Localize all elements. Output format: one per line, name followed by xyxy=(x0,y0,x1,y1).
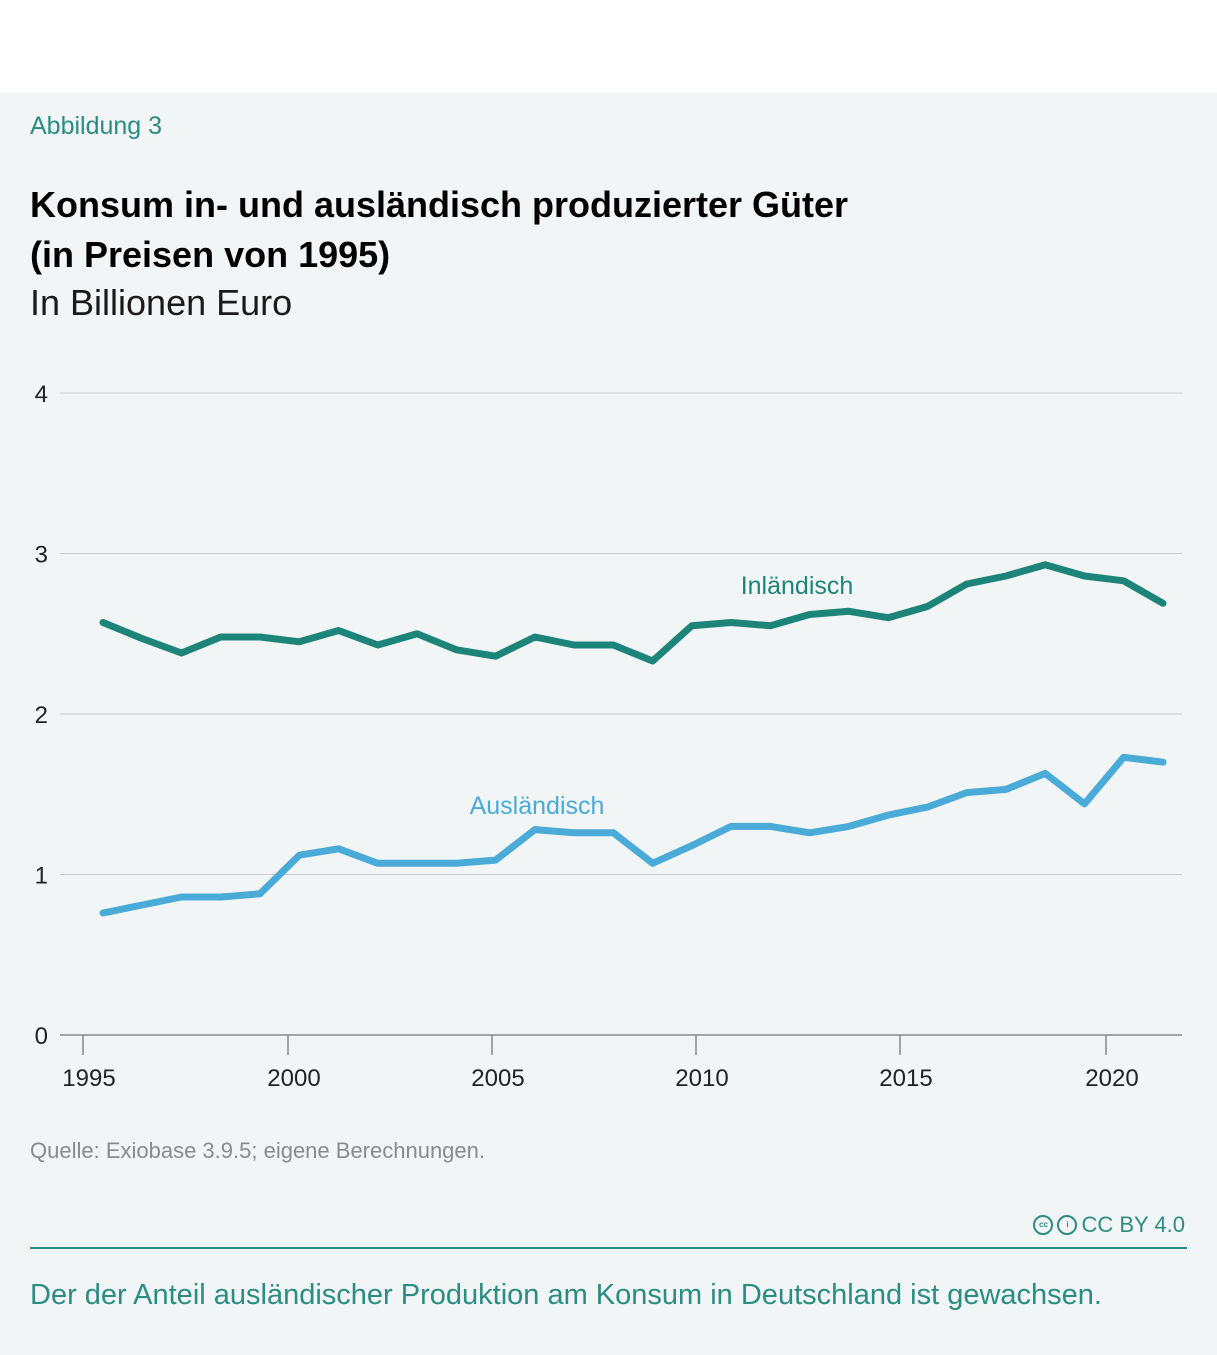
y-tick-label: 3 xyxy=(35,542,48,569)
x-tick-label: 2020 xyxy=(1085,1065,1138,1092)
license-badge[interactable]: cc i CC BY 4.0 xyxy=(1033,1212,1185,1238)
chart-title: Konsum in- und ausländisch produzierter … xyxy=(30,180,1130,280)
series-line-inlaendisch xyxy=(99,561,1167,665)
series-label: Ausländisch xyxy=(470,792,605,820)
x-tick-label: 2005 xyxy=(471,1065,524,1092)
series-line-auslaendisch xyxy=(99,753,1167,917)
by-icon: i xyxy=(1057,1215,1078,1235)
series-label: Inländisch xyxy=(741,572,854,600)
y-tick-label: 4 xyxy=(35,381,48,408)
x-tick-label: 1995 xyxy=(62,1065,115,1092)
figure-label: Abbildung 3 xyxy=(30,112,163,140)
chart-title-line1: Konsum in- und ausländisch produzierter … xyxy=(30,184,849,225)
y-tick-label: 2 xyxy=(35,702,48,729)
chart-title-line2: (in Preisen von 1995) xyxy=(30,234,391,275)
figure-panel xyxy=(0,93,1217,1355)
divider xyxy=(30,1247,1187,1249)
x-tick-label: 2010 xyxy=(675,1065,728,1092)
source-note: Quelle: Exiobase 3.9.5; eigene Berechnun… xyxy=(30,1138,485,1163)
x-tick-label: 2015 xyxy=(879,1065,932,1092)
y-tick-label: 1 xyxy=(35,863,48,890)
cc-icon: cc xyxy=(1033,1215,1054,1235)
caption-text: Der der Anteil ausländischer Produktion … xyxy=(30,1279,1102,1311)
x-tick-label: 2000 xyxy=(267,1065,320,1092)
license-text: CC BY 4.0 xyxy=(1081,1212,1185,1237)
y-tick-label: 0 xyxy=(35,1023,48,1050)
chart-subtitle: In Billionen Euro xyxy=(30,282,293,323)
